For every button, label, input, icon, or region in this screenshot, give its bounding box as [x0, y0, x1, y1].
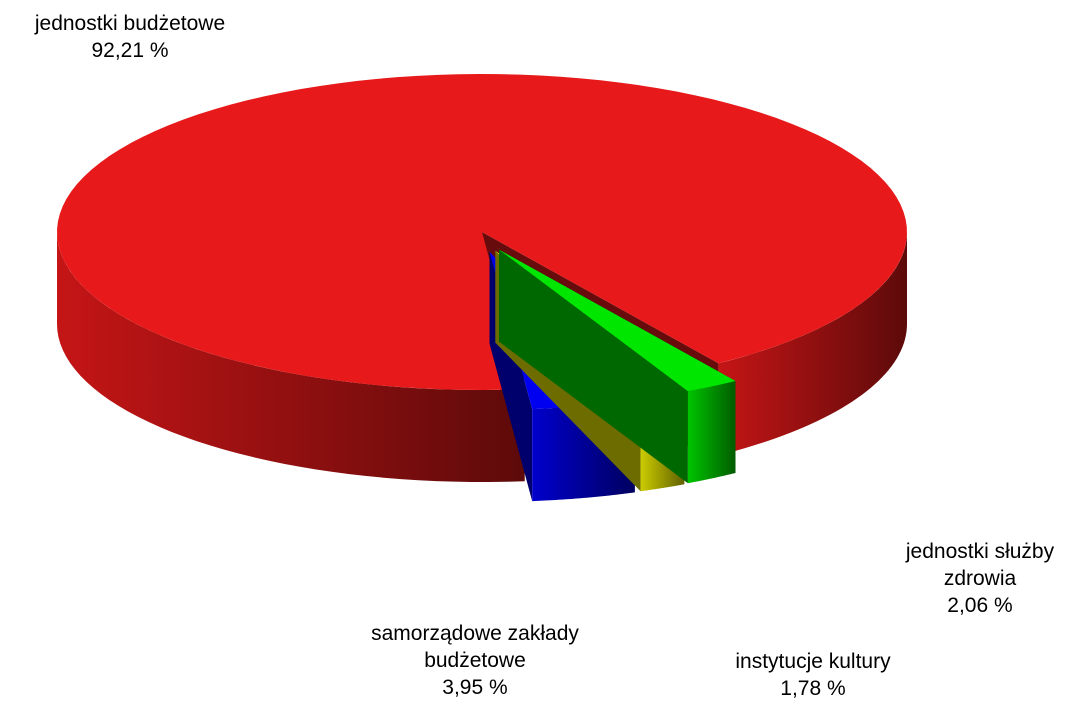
slice-top	[57, 74, 907, 390]
slice-wall	[687, 380, 736, 484]
slice-label: samorządowe zakłady budżetowe 3,95 %	[365, 620, 585, 701]
category-label: samorządowe zakłady budżetowe	[371, 622, 579, 672]
slice-label: jednostki budżetowe 92,21 %	[30, 10, 230, 64]
value-label: 3,95 %	[442, 676, 508, 699]
category-label: jednostki budżetowe	[34, 12, 226, 35]
slice	[499, 249, 736, 484]
value-label: 92,21 %	[91, 39, 169, 62]
slice-label: instytucje kultury 1,78 %	[693, 648, 933, 702]
value-label: 2,06 %	[947, 594, 1013, 617]
slice-top	[499, 249, 736, 392]
category-label: jednostki służby zdrowia	[905, 540, 1055, 590]
value-label: 1,78 %	[780, 677, 846, 700]
slice	[57, 74, 907, 482]
slice-label: jednostki służby zdrowia 2,06 %	[875, 538, 1065, 619]
category-label: instytucje kultury	[735, 650, 891, 673]
slice-wall	[57, 232, 525, 482]
slice-face	[499, 249, 688, 484]
slice-wall	[718, 232, 907, 456]
